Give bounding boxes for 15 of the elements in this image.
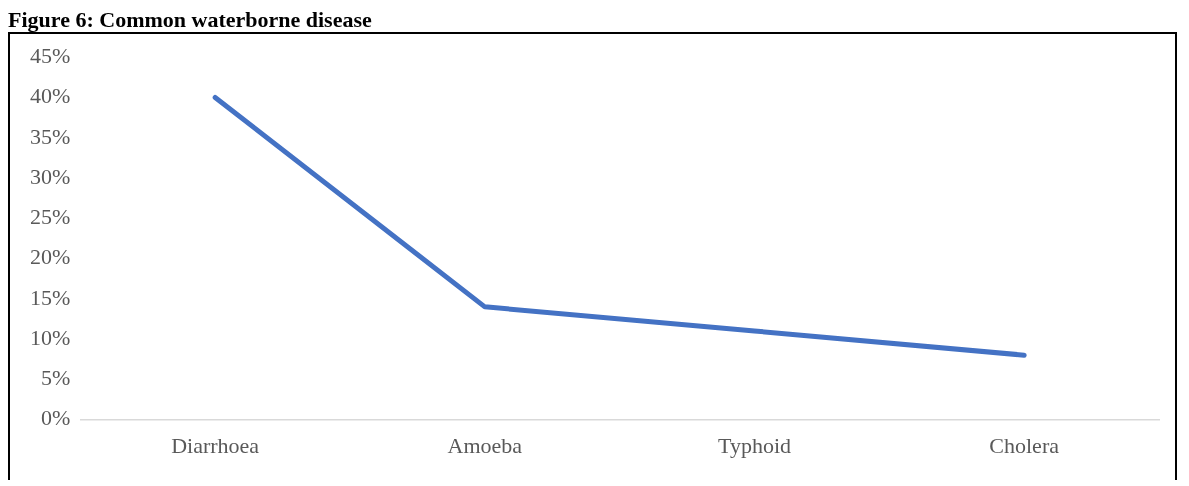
y-tick-label: 25% (30, 204, 71, 230)
y-tick-label: 10% (30, 324, 71, 350)
y-tick-label: 15% (30, 284, 71, 310)
x-tick-label: Amoeba (447, 432, 523, 458)
y-tick-label: 20% (30, 244, 71, 270)
y-tick-label: 40% (30, 83, 71, 109)
x-tick-label: Cholera (989, 432, 1060, 458)
y-tick-label: 45% (30, 42, 71, 68)
y-tick-label: 5% (41, 365, 71, 391)
y-tick-label: 35% (30, 123, 71, 149)
y-tick-label: 0% (41, 405, 71, 431)
x-tick-label: Typhoid (717, 432, 792, 458)
y-tick-label: 30% (30, 163, 71, 189)
chart-title: Figure 6: Common waterborne disease (8, 7, 373, 32)
x-tick-label: Diarrhoea (171, 432, 260, 458)
